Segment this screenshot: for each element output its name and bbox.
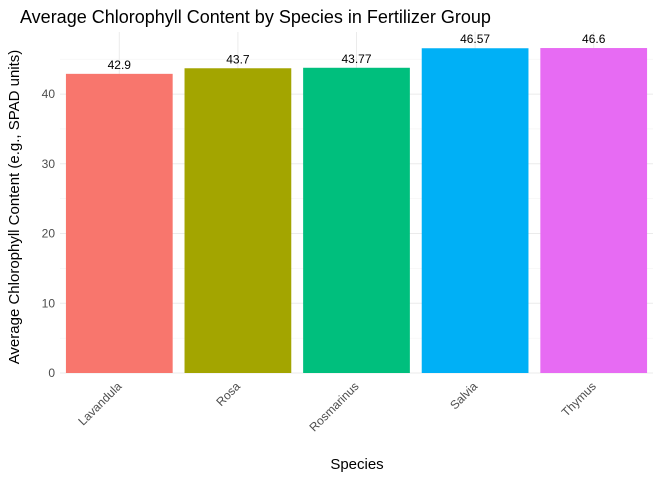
data-label: 42.9	[108, 58, 132, 72]
x-tick-label: Salvia	[447, 379, 480, 412]
x-tick-label: Rosmarinus	[306, 379, 361, 434]
y-tick-label: 40	[42, 87, 56, 101]
y-axis-title: Average Chlorophyll Content (e.g., SPAD …	[6, 50, 23, 365]
x-tick-label: Thymus	[559, 379, 599, 419]
data-label: 46.6	[582, 32, 606, 46]
x-axis-title: Species	[330, 456, 383, 473]
bar-lavandula	[65, 73, 173, 374]
bar-rosa	[184, 68, 292, 374]
x-tick-label: Lavandula	[75, 379, 124, 428]
bar-rosmarinus	[303, 67, 410, 373]
chart-title: Average Chlorophyll Content by Species i…	[20, 7, 491, 27]
data-label: 43.77	[341, 52, 371, 66]
y-tick-label: 30	[42, 157, 56, 171]
x-axis-ticks: Lavandula Rosa Rosmarinus Salvia Thymus	[75, 379, 598, 434]
bars	[65, 48, 648, 374]
data-label: 46.57	[460, 32, 490, 46]
y-tick-label: 0	[48, 366, 55, 380]
bar-salvia	[421, 48, 529, 374]
y-tick-label: 10	[42, 296, 56, 310]
y-axis-ticks: 0 10 20 30 40	[42, 87, 56, 380]
data-labels: 42.9 43.7 43.77 46.57 46.6	[108, 32, 606, 72]
data-label: 43.7	[226, 52, 250, 66]
x-tick-label: Rosa	[213, 379, 243, 409]
y-tick-label: 20	[42, 227, 56, 241]
bar-thymus	[540, 48, 648, 374]
